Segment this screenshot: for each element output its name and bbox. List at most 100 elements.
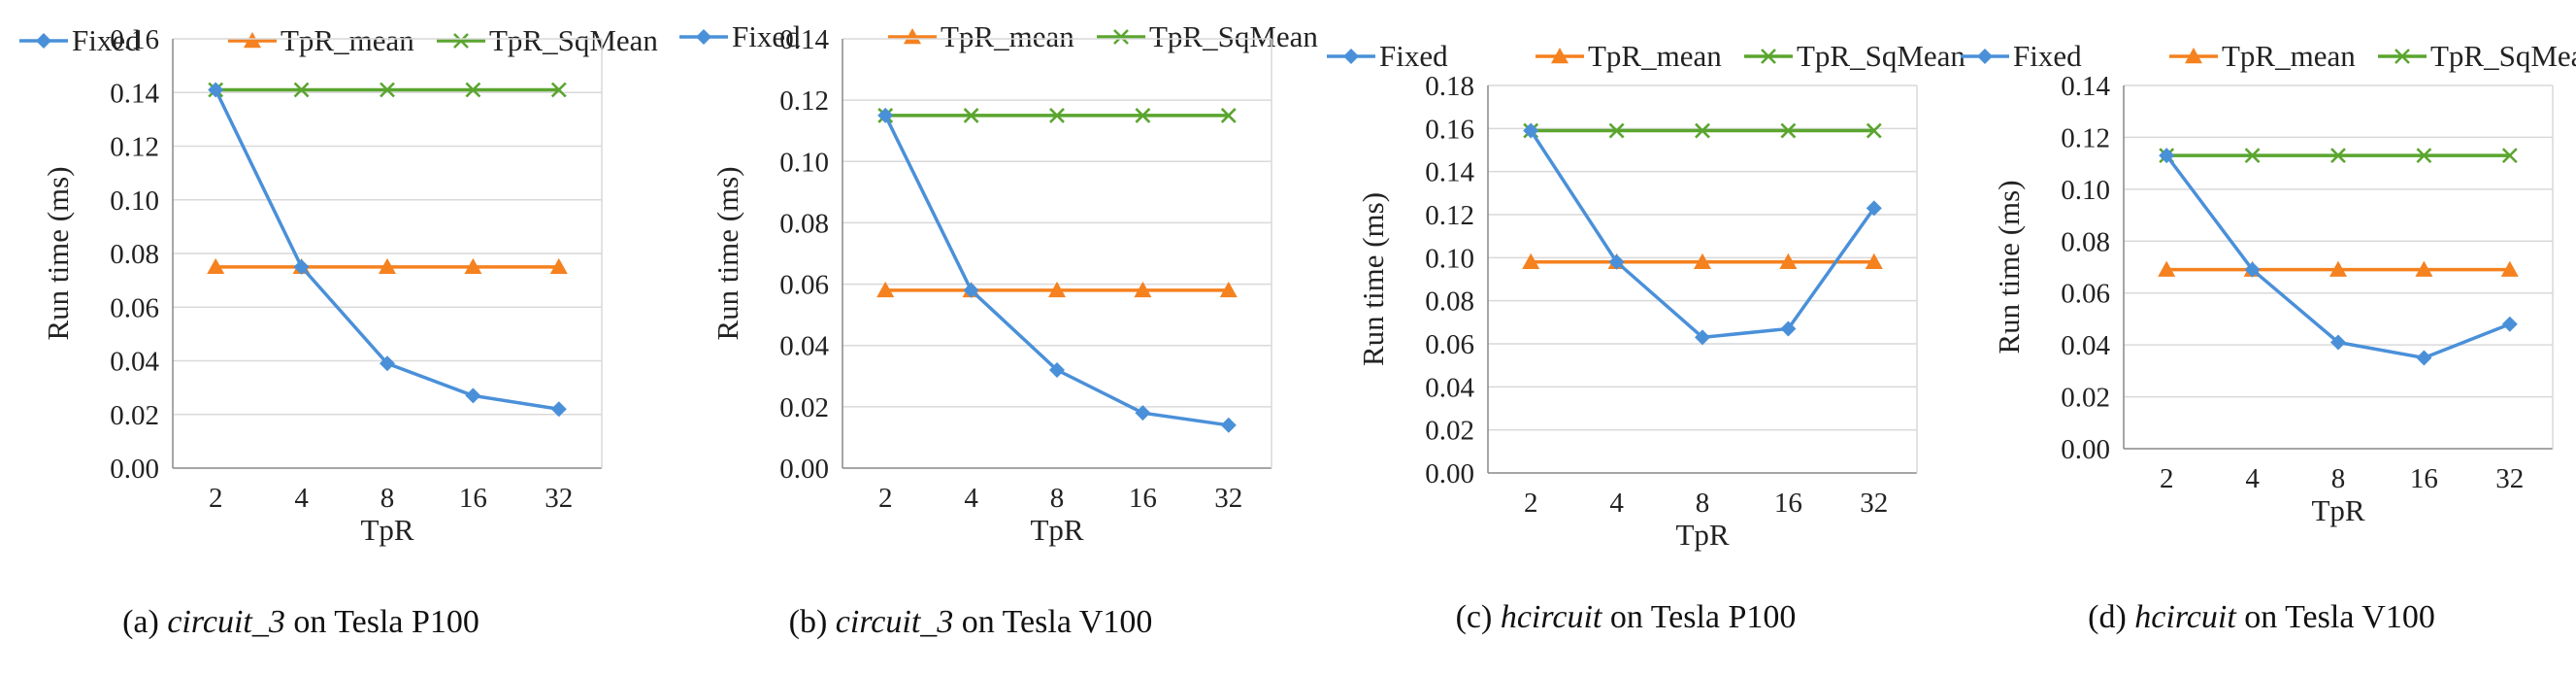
- x-tick-label: 4: [1609, 488, 1624, 519]
- y-axis-title: Run time (ms): [41, 166, 75, 340]
- legend-marker: [1761, 49, 1776, 64]
- y-tick-label: 0.00: [110, 454, 159, 485]
- data-point: [2416, 148, 2432, 164]
- data-point: [877, 107, 894, 123]
- x-tick-label: 8: [1050, 483, 1065, 514]
- caption-d-name: hcircuit: [2134, 599, 2236, 635]
- y-axis-title: Run time (ms): [1356, 192, 1390, 366]
- y-tick-label: 0.14: [110, 78, 159, 109]
- y-tick-label: 0.02: [110, 400, 159, 431]
- data-point: [2416, 350, 2432, 366]
- y-tick-label: 0.06: [1425, 329, 1474, 360]
- x-tick-label: 16: [1774, 488, 1802, 519]
- y-tick-label: 0.16: [110, 24, 159, 55]
- legend-item-tpr-sqmean: TpR_SqMean: [1097, 19, 1318, 53]
- legend-item-tpr-mean: TpR_mean: [2169, 39, 2356, 73]
- y-tick-label: 0.04: [1425, 372, 1474, 403]
- series-tpr-sqmean: [1523, 122, 1882, 139]
- data-point: [2329, 260, 2347, 277]
- series-tpr-sqmean: [2159, 148, 2518, 164]
- legend-marker: [1977, 49, 1993, 64]
- chart-panel-a: Fixed TpR_mean TpR_SqMean 0.00 0.02 0.04 0.06 0…: [0, 0, 658, 674]
- series-tpr-mean: [1522, 253, 1883, 269]
- data-point: [1780, 122, 1797, 139]
- caption-c-suffix: on Tesla P100: [1602, 599, 1797, 635]
- legend-marker: [1551, 48, 1569, 64]
- legend-marker: [1113, 29, 1129, 45]
- series-line: [2164, 154, 2511, 360]
- series-tpr-sqmean: [877, 108, 1237, 123]
- legend-label: TpR_mean: [2222, 39, 2356, 73]
- y-tick-label: 0.12: [110, 132, 159, 163]
- data-point: [550, 401, 567, 418]
- legend-marker: [2185, 48, 2202, 64]
- y-tick-label: 0.06: [2061, 279, 2110, 310]
- data-point: [1694, 253, 1711, 269]
- caption-d: (d) hcircuit on Tesla V100: [1951, 599, 2572, 636]
- legend-item-tpr-mean: TpR_mean: [888, 19, 1074, 53]
- legend-marker: [696, 29, 711, 45]
- y-tick-label: 0.16: [1425, 114, 1474, 145]
- data-point: [963, 282, 979, 298]
- x-tick-label: 32: [1214, 483, 1242, 514]
- y-tick-label: 0.10: [2061, 175, 2110, 206]
- x-tick-label: 16: [2410, 463, 2438, 494]
- y-tick-label: 0.10: [779, 147, 829, 178]
- chart-panel-c: Fixed TpR_mean TpR_SqMean 0.00 0.02 0.04 0.06 0…: [1315, 0, 1965, 674]
- legend-label: Fixed: [732, 19, 801, 53]
- data-point: [1219, 281, 1238, 298]
- legend-item-tpr-sqmean: TpR_SqMean: [2378, 39, 2576, 73]
- chart-panel-d: Fixed TpR_mean TpR_SqMean 0.00 0.02 0.04 0.06 0…: [1951, 0, 2576, 674]
- legend-marker: [453, 33, 469, 49]
- legend-item-tpr-sqmean: TpR_SqMean: [437, 23, 658, 57]
- data-point: [1048, 281, 1066, 298]
- x-tick-label: 32: [1860, 488, 1888, 519]
- chart-c: Fixed TpR_mean TpR_SqMean 0.00 0.02 0.04 0.06 0…: [1327, 39, 1965, 552]
- legend-item-tpr-mean: TpR_mean: [1536, 39, 1722, 73]
- legend-item-tpr-mean: TpR_mean: [228, 23, 414, 57]
- caption-d-suffix: on Tesla V100: [2235, 599, 2435, 635]
- series-tpr-mean: [207, 257, 568, 275]
- x-axis-title: TpR: [1675, 518, 1729, 552]
- data-point: [1608, 253, 1625, 270]
- data-point: [1135, 405, 1151, 421]
- x-tick-label: 16: [459, 483, 487, 514]
- data-point: [1780, 320, 1797, 337]
- data-point: [1220, 108, 1237, 123]
- y-tick-label: 0.04: [110, 347, 159, 378]
- caption-b: (b) circuit_3 on Tesla V100: [670, 604, 1271, 641]
- x-tick-label: 4: [2245, 463, 2260, 494]
- data-point: [293, 82, 310, 98]
- caption-b-suffix: on Tesla V100: [953, 604, 1153, 640]
- chart-d: Fixed TpR_mean TpR_SqMean 0.00 0.02 0.04 0.06 0…: [1961, 39, 2576, 527]
- y-tick-label: 0.14: [2061, 71, 2110, 102]
- data-point: [876, 281, 895, 298]
- data-point: [1522, 253, 1540, 269]
- data-point: [465, 388, 481, 404]
- data-point: [1135, 108, 1151, 123]
- y-tick-label: 0.02: [779, 392, 829, 423]
- data-point: [1695, 329, 1710, 346]
- data-point: [293, 258, 310, 275]
- data-point: [1049, 361, 1065, 378]
- data-point: [464, 257, 482, 275]
- data-point: [550, 82, 567, 98]
- legend-label: TpR_SqMean: [1797, 39, 1965, 73]
- caption-c-prefix: (c): [1455, 599, 1501, 635]
- data-point: [1220, 417, 1237, 433]
- series-tpr-sqmean: [208, 82, 567, 98]
- series-tpr-mean: [2158, 260, 2519, 277]
- x-tick-label: 16: [1129, 483, 1157, 514]
- data-point: [2244, 148, 2261, 164]
- legend-item-fixed: Fixed: [1327, 39, 1448, 73]
- data-point: [379, 257, 396, 275]
- legend-item-tpr-sqmean: TpR_SqMean: [1744, 39, 1965, 73]
- legend-label: TpR_SqMean: [489, 23, 658, 57]
- x-tick-label: 4: [964, 483, 978, 514]
- legend-item-fixed: Fixed: [679, 19, 801, 53]
- legend-marker: [1343, 49, 1359, 64]
- data-point: [2415, 260, 2433, 277]
- caption-d-prefix: (d): [2088, 599, 2135, 635]
- y-tick-label: 0.12: [779, 85, 829, 117]
- x-tick-label: 4: [294, 483, 309, 514]
